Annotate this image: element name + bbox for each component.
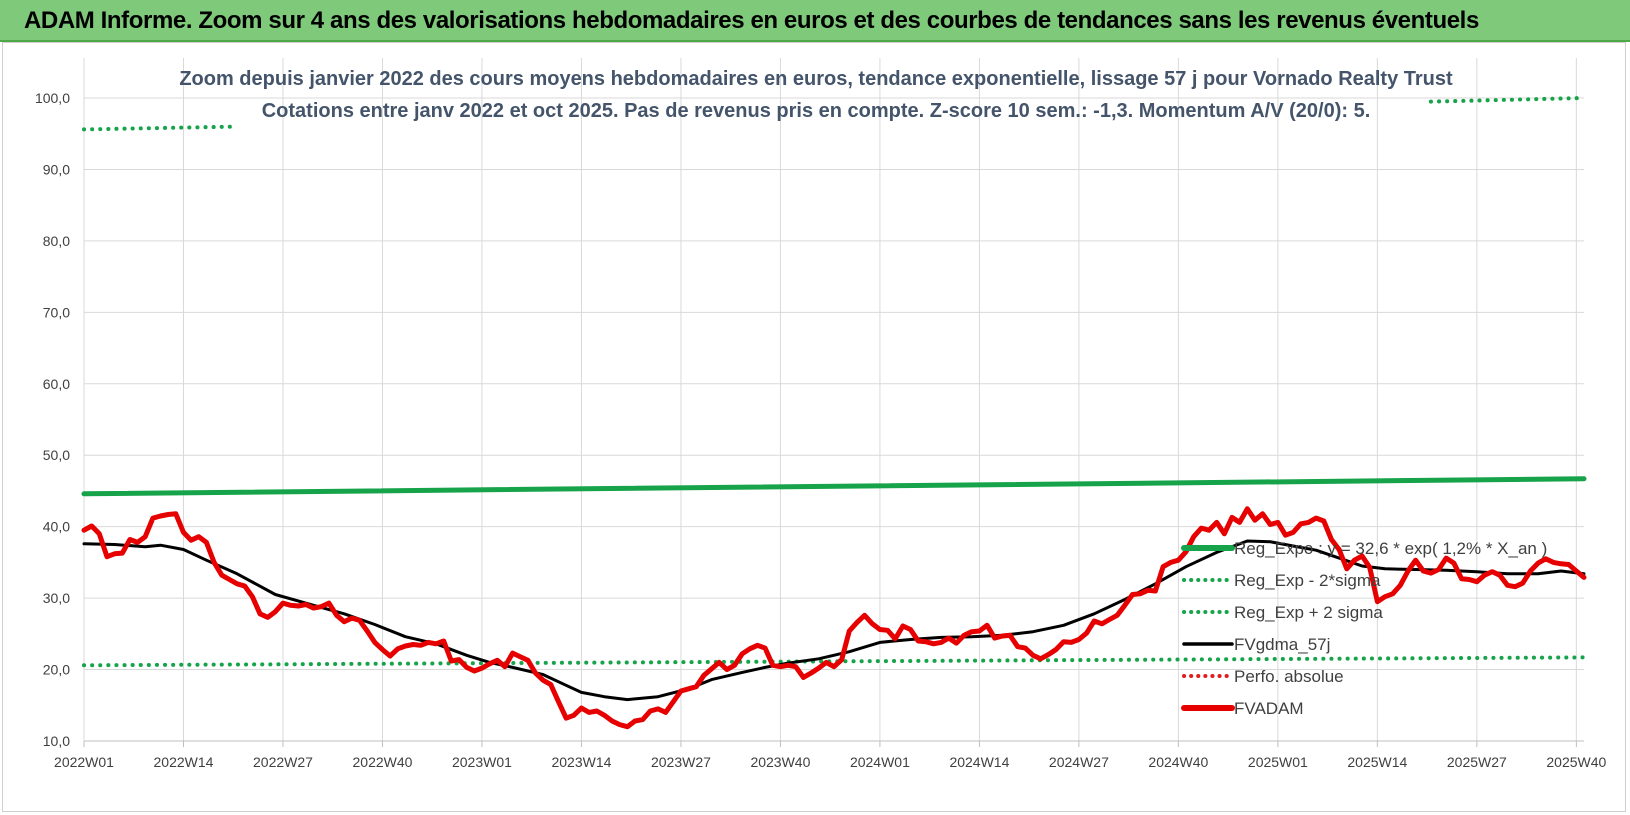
legend: Reg_Expo : y = 32,6 * exp( 1,2% * X_an )… — [1181, 539, 1547, 718]
legend-entry: FVADAM — [1234, 699, 1304, 718]
legend-entry: FVgdma_57j — [1234, 635, 1330, 654]
y-tick-label: 70,0 — [43, 304, 70, 320]
report-banner: ADAM Informe. Zoom sur 4 ans des valoris… — [0, 0, 1630, 42]
y-tick-label: 90,0 — [43, 161, 70, 177]
series-2 — [82, 96, 1586, 132]
series-3 — [82, 539, 1586, 702]
x-tick-label: 2025W01 — [1248, 754, 1308, 770]
legend-entry: Reg_Exp - 2*sigma — [1234, 571, 1381, 590]
x-tick-label: 2022W27 — [253, 754, 313, 770]
y-tick-label: 20,0 — [43, 662, 70, 678]
x-tick-label: 2024W01 — [850, 754, 910, 770]
series-line — [82, 539, 1586, 702]
upper-band-segment — [1428, 96, 1586, 104]
chart-frame — [2, 42, 1626, 812]
series-line — [82, 655, 1586, 668]
y-tick-label: 50,0 — [43, 447, 70, 463]
chart-title: Zoom depuis janvier 2022 des cours moyen… — [179, 68, 1453, 90]
upper-band-segment — [82, 124, 240, 132]
x-tick-label: 2025W40 — [1546, 754, 1606, 770]
x-tick-label: 2025W14 — [1347, 754, 1407, 770]
legend-entry: Reg_Exp + 2 sigma — [1234, 603, 1383, 622]
x-tick-label: 2022W14 — [154, 754, 214, 770]
x-tick-label: 2023W27 — [651, 754, 711, 770]
x-tick-label: 2022W01 — [54, 754, 114, 770]
series-1 — [82, 655, 1586, 668]
y-tick-label: 30,0 — [43, 590, 70, 606]
grid — [83, 58, 1584, 742]
legend-entry: Perfo. absolue — [1234, 667, 1344, 686]
x-tick-label: 2024W40 — [1148, 754, 1208, 770]
x-tick-label: 2023W01 — [452, 754, 512, 770]
x-tick-label: 2022W40 — [353, 754, 413, 770]
y-tick-label: 60,0 — [43, 376, 70, 392]
axes: 10,0 20,0 30,0 40,0 50,0 60,0 70,0 80,0 90,0 100,… — [35, 88, 1607, 770]
report-title: ADAM Informe. Zoom sur 4 ans des valoris… — [24, 7, 1479, 34]
series-line — [81, 506, 1587, 730]
x-tick-label: 2024W27 — [1049, 754, 1109, 770]
y-tick-label: 80,0 — [43, 233, 70, 249]
x-tick-label: 2024W14 — [949, 754, 1009, 770]
y-tick-label: 100,0 — [35, 90, 70, 106]
legend-entry: Reg_Expo : y = 32,6 * exp( 1,2% * X_an ) — [1234, 539, 1547, 558]
y-tick-label: 10,0 — [43, 733, 70, 749]
x-tick-label: 2023W40 — [750, 754, 810, 770]
series-lines — [81, 96, 1587, 730]
series-line — [81, 476, 1587, 497]
x-tick-label: 2023W14 — [551, 754, 611, 770]
series-0 — [81, 476, 1587, 497]
series-5 — [81, 506, 1587, 730]
y-tick-label: 40,0 — [43, 519, 70, 535]
chart-subtitle: Cotations entre janv 2022 et oct 2025. P… — [262, 100, 1371, 122]
chart-title-group: Zoom depuis janvier 2022 des cours moyen… — [179, 68, 1453, 122]
x-tick-label: 2025W27 — [1447, 754, 1507, 770]
